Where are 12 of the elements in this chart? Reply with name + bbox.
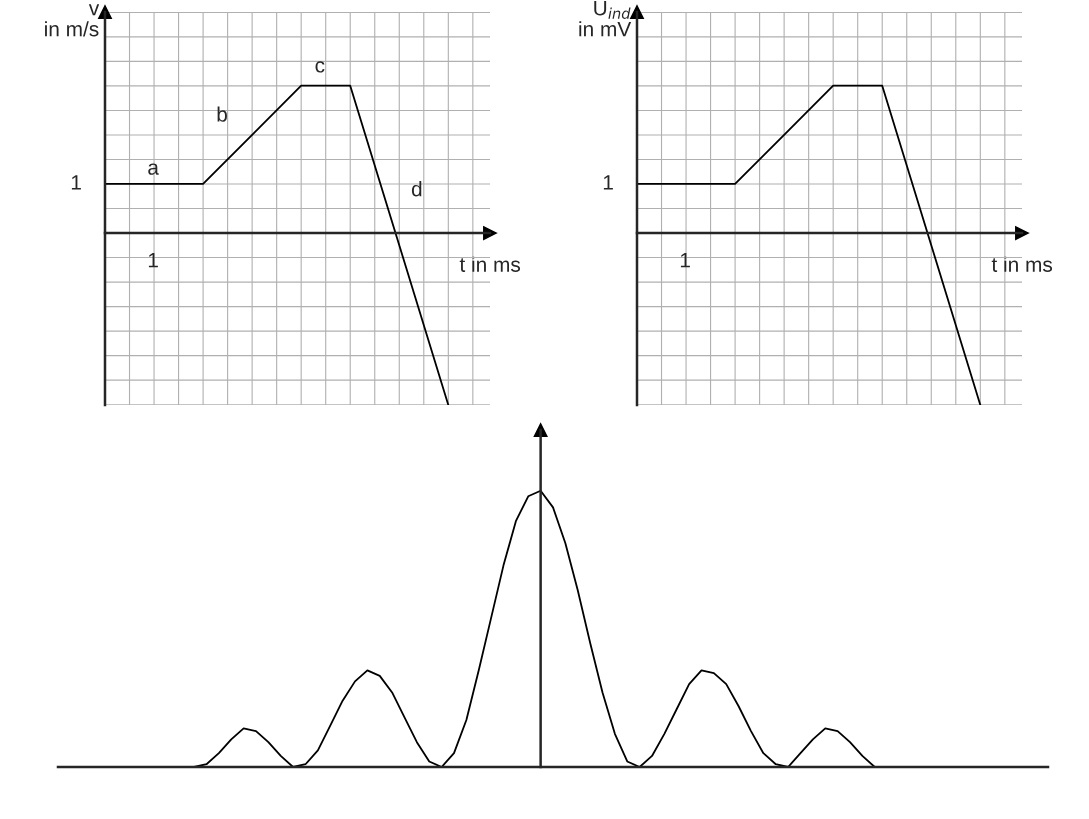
annotation: b <box>217 106 227 122</box>
annotation: 1 <box>148 253 158 268</box>
annotation: a <box>148 163 159 175</box>
y-axis-title: U$_{ind}$ in mV <box>579 0 632 37</box>
text: 1 <box>71 175 81 190</box>
annotation: d <box>411 181 422 197</box>
text: c <box>315 61 325 73</box>
y-axis-title: v in m/s <box>45 4 100 37</box>
x-axis-title: t in ms <box>991 256 1053 272</box>
x-axis-title: t in ms <box>459 256 521 272</box>
text: 1 <box>603 175 613 190</box>
annotation: 1 <box>680 253 690 268</box>
